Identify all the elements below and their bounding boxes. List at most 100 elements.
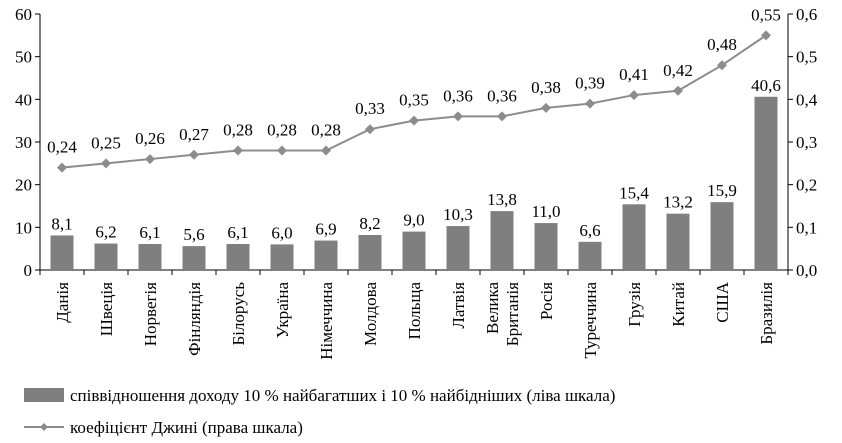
gini-point	[57, 162, 67, 173]
gini-value-label: 0,28	[311, 121, 341, 140]
category-label: Польща	[405, 282, 424, 340]
gini-point	[189, 149, 199, 160]
bar	[446, 226, 470, 270]
gini-value-label: 0,36	[487, 86, 517, 105]
gini-point	[453, 111, 463, 122]
gini-point	[761, 30, 771, 41]
gini-point	[145, 154, 155, 165]
gini-value-label: 0,27	[179, 125, 209, 144]
gini-value-label: 0,28	[223, 121, 253, 140]
axes-group: 0 10 20 30 40 50 60 0,0 0,1 0,2 0,3 0,4 0,5 0,6	[15, 5, 818, 280]
category-label: Білорусь	[229, 282, 248, 346]
category-label: Німеччина	[317, 282, 336, 360]
bar	[138, 243, 162, 270]
bar-value-label: 6,1	[227, 223, 248, 242]
gini-value-label: 0,36	[443, 86, 473, 105]
gini-point	[321, 145, 331, 156]
gini-value-label: 0,48	[707, 35, 737, 54]
right-tick-label: 0,0	[796, 261, 817, 280]
bar-value-label: 13,8	[487, 190, 517, 209]
gini-point	[629, 90, 639, 101]
legend-group: співвідношення доходу 10 % найбагатших і…	[24, 386, 615, 437]
right-tick-label: 0,5	[796, 48, 817, 67]
legend-label-bar: співвідношення доходу 10 % найбагатших і…	[70, 386, 615, 405]
left-tick-label: 60	[15, 5, 32, 24]
category-label: Росія	[537, 282, 556, 320]
bar	[490, 211, 514, 270]
labels-group: 8,1 6,2 6,1 5,6 6,1 6,0 6,9 8,2 9,0 10,3 13,8 11,0 6…	[47, 5, 781, 359]
category-label: США	[713, 281, 732, 322]
gini-point	[541, 102, 551, 113]
gini-value-label: 0,24	[47, 138, 77, 157]
bar-value-label: 11,0	[531, 202, 560, 221]
bar	[270, 244, 294, 270]
category-label: Туреччина	[581, 282, 600, 359]
bar	[226, 243, 250, 270]
left-tick-label: 30	[15, 133, 32, 152]
gini-value-label: 0,38	[531, 78, 561, 97]
bar	[50, 235, 74, 270]
gini-value-label: 0,28	[267, 121, 297, 140]
category-label: Норвегія	[141, 282, 160, 346]
category-label: Велика	[483, 282, 502, 334]
legend-label-line: коефіцієнт Джині (права шкала)	[70, 418, 303, 437]
bar-value-label: 8,1	[51, 214, 72, 233]
bar-value-label: 6,1	[139, 223, 160, 242]
gini-point	[585, 98, 595, 109]
legend-swatch-marker	[40, 423, 48, 431]
gini-value-label: 0,35	[399, 91, 429, 110]
bar	[710, 202, 734, 270]
left-tick-label: 40	[15, 90, 32, 109]
left-tick-label: 50	[15, 48, 32, 67]
bar-value-label: 13,2	[663, 193, 693, 212]
gini-point	[101, 158, 111, 169]
line-group	[57, 30, 771, 173]
bar	[182, 246, 206, 270]
bar	[314, 240, 338, 270]
bar-value-label: 6,0	[271, 223, 292, 242]
gini-point	[673, 85, 683, 96]
gini-value-label: 0,55	[751, 5, 781, 24]
bar-value-label: 5,6	[183, 225, 204, 244]
bar-value-label: 9,0	[403, 211, 424, 230]
bar-value-label: 6,2	[95, 223, 116, 242]
gini-point	[277, 145, 287, 156]
legend-swatch-bar	[24, 388, 64, 402]
right-tick-label: 0,6	[796, 5, 817, 24]
gini-point	[409, 115, 419, 126]
bar-value-label: 8,2	[359, 214, 380, 233]
gini-point	[497, 111, 507, 122]
category-label: Грузія	[625, 282, 644, 327]
left-tick-label: 20	[15, 176, 32, 195]
category-label: Латвія	[449, 282, 468, 329]
left-tick-label: 0	[24, 261, 33, 280]
right-tick-label: 0,2	[796, 176, 817, 195]
gini-value-label: 0,39	[575, 74, 605, 93]
category-label: Британія	[503, 282, 522, 346]
category-label: Данія	[53, 282, 72, 323]
bar	[622, 204, 646, 270]
category-label: Молдова	[361, 282, 380, 346]
bar-value-label: 10,3	[443, 205, 473, 224]
gini-point	[233, 145, 243, 156]
right-tick-label: 0,1	[796, 218, 817, 237]
category-label: Швеція	[97, 282, 116, 336]
bar-value-label: 6,6	[579, 221, 600, 240]
gini-value-label: 0,42	[663, 61, 693, 80]
bar	[358, 235, 382, 270]
gini-value-label: 0,33	[355, 99, 385, 118]
bar	[402, 231, 426, 270]
right-tick-label: 0,3	[796, 133, 817, 152]
gini-point	[717, 60, 727, 71]
category-label: Фінляндія	[185, 282, 204, 356]
bar	[94, 243, 118, 270]
bar	[578, 241, 602, 270]
gini-value-label: 0,41	[619, 65, 649, 84]
bar-value-label: 6,9	[315, 220, 336, 239]
gini-value-label: 0,25	[91, 133, 121, 152]
bar	[534, 223, 558, 270]
right-tick-label: 0,4	[796, 90, 818, 109]
gini-value-label: 0,26	[135, 129, 165, 148]
